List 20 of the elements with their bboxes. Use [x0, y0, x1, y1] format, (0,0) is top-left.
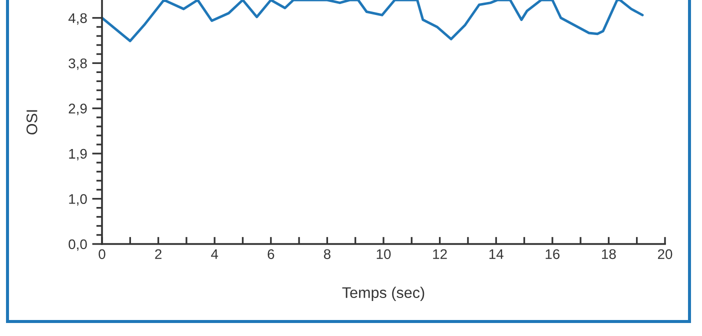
y-tick-label: 0,0 [68, 239, 87, 251]
y-tick-label: 4,8 [68, 13, 87, 25]
x-tick-label: 10 [376, 249, 391, 260]
x-tick-label: 0 [98, 249, 106, 260]
x-axis-title: Temps (sec) [342, 286, 424, 302]
x-tick-label: 4 [211, 249, 218, 259]
y-tick-label: 1,9 [69, 148, 87, 160]
x-tick-label: 16 [546, 249, 560, 260]
y-tick-label: 1,0 [69, 194, 87, 206]
x-tick-label: 12 [433, 249, 447, 259]
y-tick-label: 2,9 [68, 104, 87, 116]
x-tick-label: 6 [268, 249, 274, 260]
x-tick-label: 18 [602, 249, 616, 260]
x-tick-label: 20 [658, 249, 672, 260]
y-tick-label: 3,8 [68, 58, 87, 70]
line-series [102, 0, 644, 42]
x-tick-label: 2 [155, 249, 162, 259]
x-tick-label: 14 [489, 249, 504, 259]
y-axis-title: OSI [26, 110, 38, 134]
x-tick-label: 8 [324, 249, 330, 260]
